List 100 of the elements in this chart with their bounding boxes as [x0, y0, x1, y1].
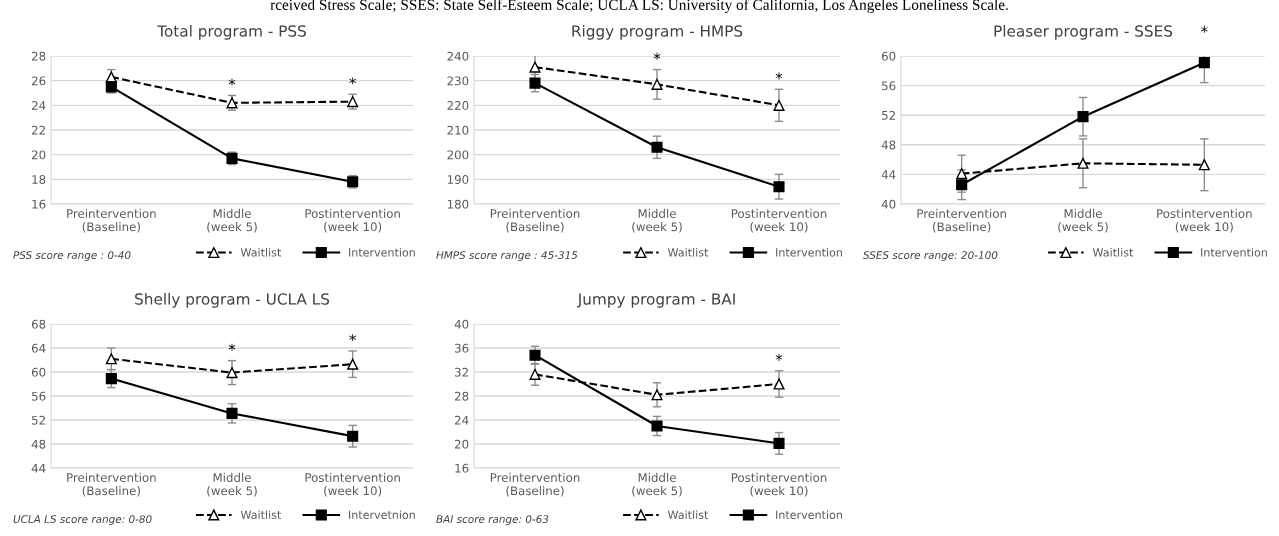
y-tick-label: 16 — [32, 199, 46, 209]
y-tick-label: 190 — [447, 175, 469, 184]
y-tick-label: 48 — [881, 140, 896, 150]
x-tick-label: Preintervention (Baseline) — [490, 472, 580, 497]
y-tick-label: 40 — [454, 319, 469, 329]
legend-label: Waitlist — [667, 510, 709, 519]
chart-title: Total program - PSS — [157, 24, 306, 40]
point — [773, 378, 785, 390]
x-tick-label: Postintervention (week 10) — [731, 208, 827, 233]
y-tick-label: 56 — [882, 81, 896, 91]
point — [773, 437, 785, 449]
point — [651, 78, 663, 90]
point — [956, 179, 968, 191]
point — [347, 358, 359, 370]
point — [226, 367, 238, 379]
text: SSES score range: 20-100 — [863, 251, 998, 262]
y-tick-label: 210 — [447, 125, 469, 135]
point — [773, 99, 785, 111]
x-tick-label: Postintervention (week 10) — [305, 472, 400, 497]
y-tick-label: 26 — [31, 76, 46, 86]
point — [529, 349, 541, 361]
point — [1198, 159, 1210, 171]
y-tick-label: 20 — [31, 150, 46, 160]
y-tick-label: 52 — [32, 415, 45, 425]
y-tick-label: 220 — [447, 101, 469, 110]
y-tick-label: 28 — [454, 391, 469, 401]
chart-title: Riggy program - HMPS — [572, 24, 743, 40]
point — [226, 407, 238, 419]
point — [651, 389, 663, 401]
x-tick-label: Middle (week 5) — [207, 208, 257, 233]
point — [956, 168, 968, 180]
chart-title: Jumpy program - BAI — [576, 293, 735, 308]
x-tick-label: Postintervention (week 10) — [305, 208, 400, 233]
y-tick-label: 16 — [455, 463, 469, 473]
legend-label: Waitlist — [240, 248, 282, 257]
y-tick-label: 20 — [454, 439, 469, 449]
legend-label: Intervention — [776, 248, 842, 257]
annotation: * — [349, 77, 357, 85]
y-tick-label: 68 — [31, 319, 46, 329]
point — [1198, 57, 1210, 69]
y-tick-label: 230 — [447, 76, 469, 86]
y-tick-label: 240 — [447, 51, 469, 61]
text: PSS score range : 0-40 — [13, 251, 131, 262]
y-tick-label: 40 — [881, 199, 896, 209]
point — [651, 141, 663, 153]
point — [773, 181, 785, 193]
x-tick-label: Middle (week 5) — [207, 472, 257, 497]
annotation: * — [775, 72, 783, 80]
point — [105, 353, 117, 365]
y-tick-label: 24 — [31, 101, 46, 110]
y-tick-label: 44 — [31, 463, 46, 473]
point — [529, 368, 541, 380]
legend-label: Waitlist — [667, 248, 709, 257]
x-tick-label: Middle (week 5) — [632, 208, 682, 233]
legend-label: Intervention — [776, 510, 842, 519]
x-tick-label: Middle (week 5) — [1058, 208, 1108, 233]
y-tick-label: 44 — [881, 170, 896, 179]
y-tick-label: 32 — [455, 367, 468, 377]
legend-label: Waitlist — [240, 510, 282, 519]
y-tick-label: 56 — [32, 391, 46, 401]
y-tick-label: 36 — [455, 343, 469, 353]
chart-title: Pleaser program - SSES — [994, 24, 1173, 40]
x-tick-label: Preintervention (Baseline) — [917, 208, 1006, 233]
y-tick-label: 180 — [447, 199, 469, 209]
y-tick-label: 52 — [882, 110, 895, 120]
y-tick-label: 200 — [447, 150, 469, 160]
x-tick-label: Preintervention (Baseline) — [67, 472, 156, 497]
annotation: * — [349, 334, 357, 342]
point — [105, 373, 117, 385]
y-tick-label: 48 — [31, 439, 46, 449]
legend-label: Waitlist — [1092, 248, 1134, 257]
x-tick-label: Middle (week 5) — [632, 472, 682, 497]
y-tick-label: 18 — [32, 175, 46, 184]
legend-label: Intervention — [1201, 248, 1267, 257]
y-tick-label: 60 — [31, 367, 46, 377]
y-tick-label: 24 — [454, 415, 469, 425]
annotation: * — [775, 353, 783, 361]
x-tick-label: Preintervention (Baseline) — [67, 208, 156, 233]
annotation: * — [653, 52, 661, 60]
legend-label: Intervetnion — [349, 510, 415, 519]
x-tick-label: Postintervention (week 10) — [1157, 208, 1252, 233]
y-tick-label: 28 — [31, 51, 46, 61]
annotation: * — [228, 343, 236, 351]
chart-title: Shelly program - UCLA LS — [135, 292, 330, 308]
y-tick-label: 22 — [31, 125, 45, 135]
y-tick-label: 60 — [881, 51, 896, 61]
y-tick-label: 64 — [31, 343, 46, 353]
x-tick-label: Preintervention (Baseline) — [490, 208, 580, 233]
x-tick-label: Postintervention (week 10) — [731, 472, 827, 497]
point — [651, 420, 663, 432]
point — [529, 77, 541, 89]
text: HMPS score range : 45-315 — [436, 251, 578, 262]
annotation: * — [228, 78, 236, 86]
point — [1077, 111, 1089, 123]
legend-label: Intervention — [349, 248, 415, 257]
annotation: * — [1200, 25, 1208, 33]
point — [529, 61, 541, 73]
point — [1077, 157, 1089, 169]
text: BAI score range: 0-63 — [436, 515, 549, 526]
point — [347, 430, 359, 442]
